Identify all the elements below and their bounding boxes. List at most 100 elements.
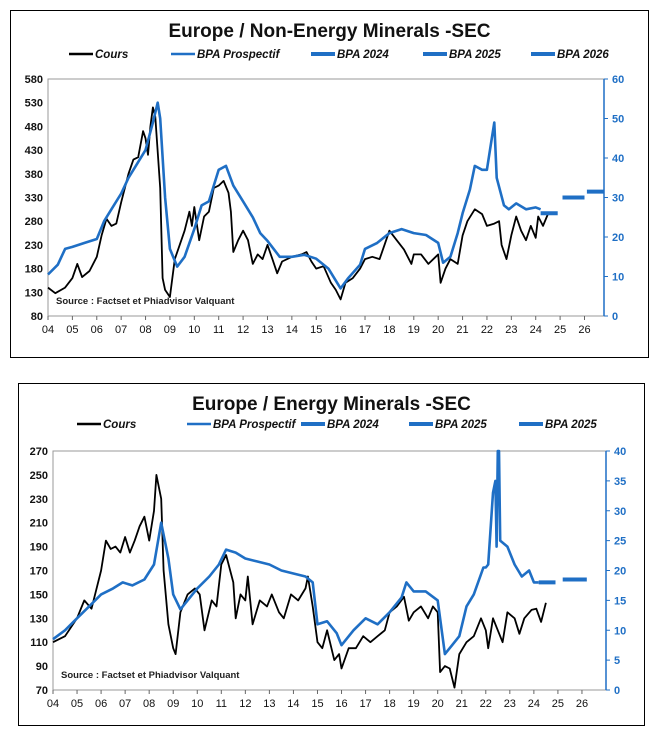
x-tick-label: 14 [287,698,299,710]
x-tick-label: 20 [432,324,444,336]
y-right-tick-label: 40 [614,446,626,458]
x-tick-label: 24 [530,324,542,336]
x-tick-label: 23 [505,324,517,336]
x-tick-label: 13 [263,698,275,710]
x-tick-label: 26 [576,698,588,710]
chart-title: Europe / Energy Minerals -SEC [192,394,471,415]
x-tick-label: 20 [432,698,444,710]
x-tick-label: 10 [188,324,200,336]
x-tick-label: 22 [481,324,493,336]
x-tick-label: 17 [359,698,371,710]
y-left-tick-label: 270 [30,446,48,458]
x-tick-label: 18 [383,698,395,710]
x-tick-label: 15 [310,324,322,336]
x-tick-label: 04 [47,698,59,710]
legend-label: BPA Prospectif [197,49,281,61]
series-line-cours [47,106,549,301]
y-right-tick-label: 30 [612,193,624,205]
x-tick-label: 07 [119,698,131,710]
legend-label: BPA 2024 [327,419,379,431]
series-line-bpa-prospectif [47,101,542,290]
y-left-tick-label: 380 [25,169,43,181]
series-line-bpa-prospectif [52,449,539,656]
y-left-tick-label: 280 [25,216,43,228]
x-tick-label: 16 [335,698,347,710]
x-tick-label: 11 [213,324,224,336]
x-tick-label: 19 [408,324,420,336]
legend-label: BPA 2025 [449,49,501,61]
y-left-tick-label: 530 [25,98,43,110]
y-right-tick-label: 20 [612,232,624,244]
y-left-tick-label: 230 [30,494,48,506]
x-tick-label: 09 [164,324,176,336]
y-left-tick-label: 480 [25,121,43,133]
chart-title: Europe / Non-Energy Minerals -SEC [169,21,491,42]
x-tick-label: 09 [167,698,179,710]
chart-svg: Europe / Non-Energy Minerals -SEC8013018… [25,21,625,336]
legend-label: Cours [103,419,136,431]
y-left-tick-label: 180 [25,264,43,276]
y-right-tick-label: 60 [612,74,624,86]
x-tick-label: 08 [139,324,151,336]
legend-label: BPA 2025 [545,419,597,431]
series-line-cours [52,474,547,689]
y-right-tick-label: 35 [614,476,626,488]
x-tick-label: 05 [66,324,78,336]
y-left-tick-label: 580 [25,74,43,86]
x-tick-label: 23 [504,698,516,710]
x-tick-label: 15 [311,698,323,710]
x-tick-label: 25 [554,324,566,336]
x-tick-label: 17 [359,324,371,336]
y-right-tick-label: 25 [614,536,626,548]
plot-area [47,78,605,317]
x-tick-label: 22 [480,698,492,710]
x-tick-label: 06 [91,324,103,336]
y-right-tick-label: 40 [612,153,624,165]
x-tick-label: 08 [143,698,155,710]
x-tick-label: 05 [71,698,83,710]
y-left-tick-label: 150 [30,589,48,601]
x-tick-label: 11 [216,698,227,710]
x-tick-label: 10 [191,698,203,710]
plot-area [52,450,607,691]
y-right-tick-label: 0 [612,311,618,323]
y-right-tick-label: 20 [614,566,626,578]
y-left-tick-label: 330 [25,193,43,205]
x-tick-label: 12 [237,324,249,336]
y-right-tick-label: 10 [614,625,626,637]
x-tick-label: 06 [95,698,107,710]
legend-label: BPA 2024 [337,49,389,61]
x-tick-label: 26 [578,324,590,336]
x-tick-label: 16 [335,324,347,336]
y-left-tick-label: 80 [31,311,43,323]
y-left-tick-label: 250 [30,470,48,482]
x-tick-label: 14 [286,324,298,336]
y-right-tick-label: 50 [612,114,624,126]
x-tick-label: 12 [239,698,251,710]
y-left-tick-label: 110 [30,637,48,649]
y-left-tick-label: 170 [30,566,48,578]
y-right-tick-label: 15 [614,595,626,607]
source-note: Source : Factset et Phiadvisor Valquant [61,670,240,681]
y-left-tick-label: 90 [36,661,48,673]
x-tick-label: 25 [552,698,564,710]
chart-energy-minerals: Europe / Energy Minerals -SEC 70 90 110 130 1… [18,383,645,726]
y-left-tick-label: 210 [30,518,48,530]
x-tick-label: 19 [408,698,420,710]
legend-label: BPA Prospectif [213,419,297,431]
y-left-tick-label: 130 [30,613,48,625]
x-tick-label: 04 [42,324,54,336]
source-note: Source : Factset et Phiadvisor Valquant [56,296,235,307]
legend-label: BPA 2026 [557,49,609,61]
x-tick-label: 21 [456,324,468,336]
x-tick-label: 21 [456,698,468,710]
y-left-tick-label: 190 [30,542,48,554]
x-tick-label: 13 [261,324,273,336]
x-tick-label: 18 [383,324,395,336]
y-right-tick-label: 10 [612,272,624,284]
x-tick-label: 24 [528,698,540,710]
legend-label: Cours [95,49,128,61]
y-right-tick-label: 5 [614,655,620,667]
y-left-tick-label: 130 [25,287,43,299]
chart-non-energy-minerals: Europe / Non-Energy Minerals -SEC 80 130 18… [10,10,649,358]
